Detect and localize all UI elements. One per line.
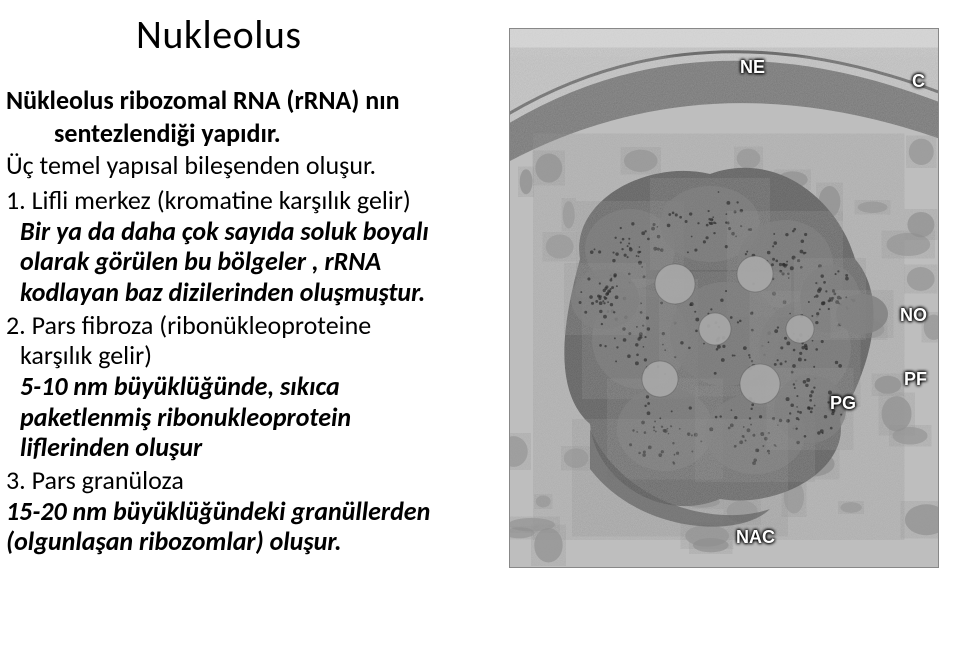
item-3-head: 3. Pars granüloza	[6, 465, 482, 496]
item-1-body-3: kodlayan baz dizilerinden oluşmuştur.	[20, 277, 482, 308]
figure-column: NECNOPFPGNAC	[500, 0, 960, 665]
item-1-body-1: Bir ya da daha çok sayıda soluk boyalı	[20, 216, 482, 247]
sub-line: Üç temel yapısal bileşenden oluşur.	[6, 150, 482, 181]
nucleolus-micrograph: NECNOPFPGNAC	[509, 28, 939, 568]
page-title: Nukleolus	[136, 10, 482, 59]
item-1-head: 1. Lifli merkez (kromatine karşılık geli…	[6, 185, 482, 216]
text-column: Nukleolus Nükleolus ribozomal RNA (rRNA)…	[0, 0, 500, 665]
item-2-body-2: paketlenmiş ribonukleoprotein	[20, 402, 482, 433]
item-2-head-1: 2. Pars fibroza (ribonükleoproteine	[6, 310, 482, 341]
item-2-body-1: 5-10 nm büyüklüğünde, sıkıca	[20, 371, 482, 402]
micrograph-svg	[510, 29, 939, 568]
item-2-head-2: karşılık gelir)	[20, 340, 482, 371]
item-2-body-3: liflerinden oluşur	[20, 432, 482, 463]
item-1-body-2: olarak görülen bu bölgeler , rRNA	[20, 246, 482, 277]
lead-line-2: sentezlendiği yapıdır.	[54, 118, 482, 149]
item-3-body: 15-20 nm büyüklüğündeki granüllerden (ol…	[6, 496, 482, 557]
lead-line-1: Nükleolus ribozomal RNA (rRNA) nın	[6, 85, 482, 116]
